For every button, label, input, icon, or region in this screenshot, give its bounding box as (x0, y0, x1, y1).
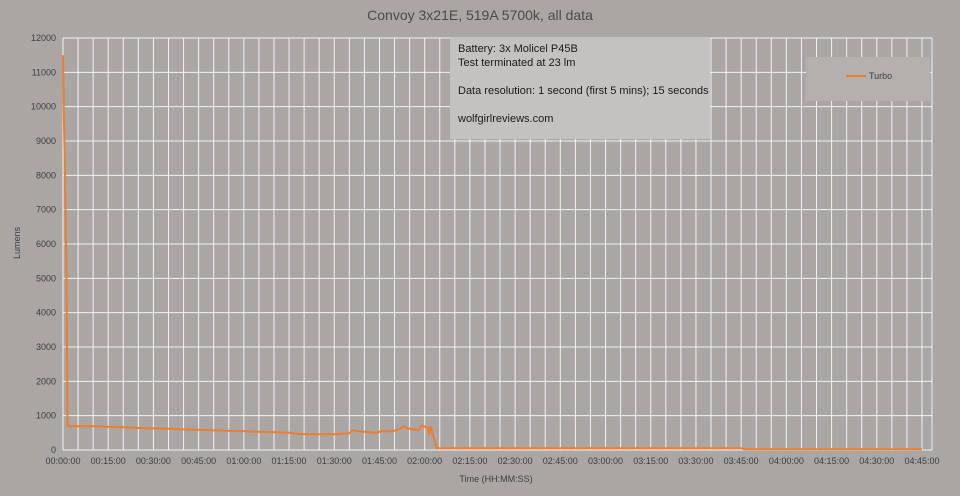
x-tick-label: 01:30:00 (317, 456, 352, 466)
x-tick-label: 00:30:00 (136, 456, 171, 466)
y-tick-label: 3000 (36, 342, 56, 352)
annotation-line-4: Data resolution: 1 second (first 5 mins)… (458, 85, 709, 97)
series-layer (62, 55, 922, 451)
y-tick-label: 0 (51, 445, 56, 455)
y-tick-label: 9000 (36, 136, 56, 146)
x-tick-label: 01:00:00 (226, 456, 261, 466)
x-tick-label: 03:45:00 (724, 456, 759, 466)
x-tick-label: 01:45:00 (362, 456, 397, 466)
x-tick-label: 02:30:00 (498, 456, 533, 466)
annotation-line-2: Test terminated at 23 lm (458, 57, 575, 69)
x-tick-label: 02:15:00 (452, 456, 487, 466)
x-tick-label: 04:00:00 (769, 456, 804, 466)
series-line-turbo (62, 55, 922, 451)
x-tick-label: 02:00:00 (407, 456, 442, 466)
y-axis-label: Lumens (12, 226, 22, 259)
x-axis-label: Time (HH:MM:SS) (459, 474, 532, 484)
x-tick-label: 01:15:00 (272, 456, 307, 466)
y-tick-label: 8000 (36, 170, 56, 180)
y-tick-label: 2000 (36, 376, 56, 386)
y-tick-label: 7000 (36, 205, 56, 215)
y-tick-label: 12000 (31, 33, 56, 43)
x-tick-label: 00:15:00 (91, 456, 126, 466)
y-tick-label: 10000 (31, 102, 56, 112)
x-tick-label: 00:00:00 (45, 456, 80, 466)
annotation-line-1: Battery: 3x Molicel P45B (458, 43, 578, 55)
x-tick-label: 04:30:00 (859, 456, 894, 466)
y-axis-ticks: 0 1000 2000 3000 4000 5000 6000 7000 8000 9000 100… (31, 33, 56, 455)
y-tick-label: 1000 (36, 411, 56, 421)
x-tick-label: 03:15:00 (633, 456, 668, 466)
annotation-box: Battery: 3x Molicel P45B Test terminated… (450, 37, 710, 139)
x-tick-label: 04:15:00 (814, 456, 849, 466)
x-tick-label: 03:30:00 (678, 456, 713, 466)
y-tick-label: 6000 (36, 239, 56, 249)
y-tick-label: 5000 (36, 273, 56, 283)
legend: Turbo (806, 57, 930, 101)
x-tick-label: 02:45:00 (543, 456, 578, 466)
x-tick-label: 00:45:00 (181, 456, 216, 466)
x-tick-label: 03:00:00 (588, 456, 623, 466)
x-tick-label: 04:45:00 (904, 456, 939, 466)
y-tick-label: 4000 (36, 308, 56, 318)
y-tick-label: 11000 (32, 67, 56, 77)
legend-label-turbo: Turbo (869, 71, 892, 81)
x-axis-ticks: 00:00:00 00:15:00 00:30:00 00:45:00 01:00:00… (45, 456, 939, 466)
chart-title: Convoy 3x21E, 519A 5700k, all data (367, 7, 593, 23)
annotation-line-6: wolfgirlreviews.com (457, 113, 553, 125)
